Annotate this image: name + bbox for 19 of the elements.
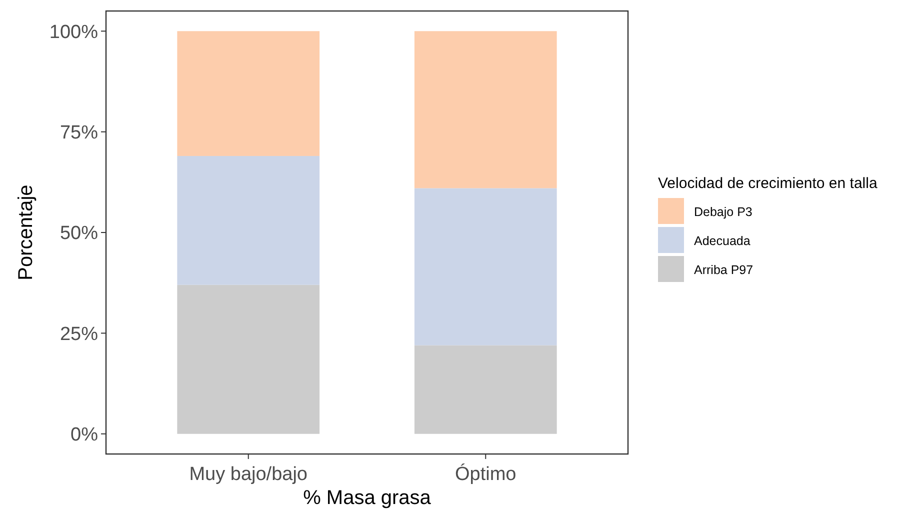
y-tick-label: 25% (60, 324, 98, 345)
y-tick-label: 75% (60, 122, 98, 144)
bar (177, 284, 320, 434)
x-tick-label: Óptimo (455, 463, 516, 485)
x-tick-label: Muy bajo/bajo (189, 464, 308, 485)
bar (414, 188, 557, 346)
y-axis-title: Porcentaje (15, 184, 37, 280)
y-tick-label: 50% (60, 223, 98, 244)
y-tick-label: 0% (70, 424, 98, 446)
bar (177, 31, 320, 156)
y-tick-label: 100% (49, 22, 98, 43)
legend-label: Adecuada (694, 234, 750, 248)
bar (414, 31, 557, 188)
legend-label: Debajo P3 (694, 205, 752, 219)
bar (414, 345, 557, 434)
bar (177, 156, 320, 285)
legend-label: Arriba P97 (694, 263, 754, 277)
legend-title: Velocidad de crecimiento en talla (658, 175, 878, 192)
x-axis-title: % Masa grasa (303, 487, 432, 509)
